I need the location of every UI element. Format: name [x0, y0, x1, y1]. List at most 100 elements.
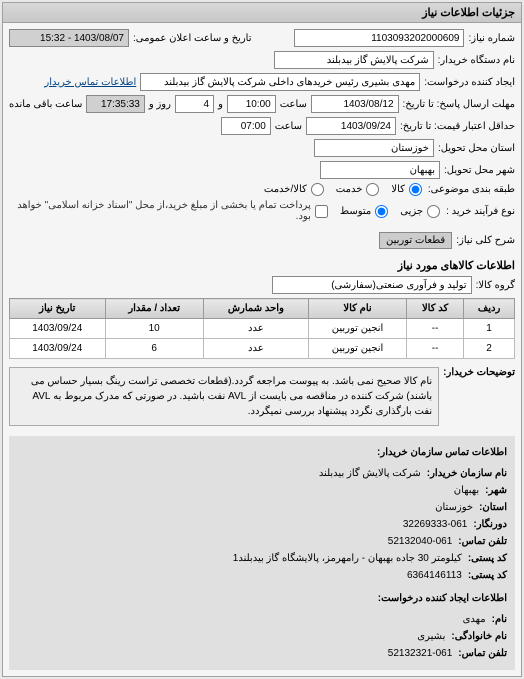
buyer-org-label: نام دستگاه خریدار: [438, 55, 515, 66]
cell-qty: 6 [105, 339, 203, 359]
cat-goods-service-radio[interactable] [311, 183, 324, 196]
cell-name: انجین توربین [309, 339, 407, 359]
requester-label: ایجاد کننده درخواست: [424, 77, 515, 88]
contact-link[interactable]: اطلاعات تماس خریدار [44, 77, 136, 88]
c-city: بهبهان [454, 482, 479, 499]
c-name-label: نام: [492, 611, 507, 628]
c-org-label: نام سازمان خریدار: [427, 465, 507, 482]
category-radio-group: کالا خدمت کالا/خدمت [264, 183, 424, 196]
cell-qty: 10 [105, 319, 203, 339]
reply-deadline-label: مهلت ارسال پاسخ: تا تاریخ: [403, 99, 515, 110]
table-row: 1 -- انجین توربین عدد 10 1403/09/24 [10, 319, 515, 339]
requester-field: مهدی بشیری رئیس خریدهای داخلی شرکت پالای… [140, 73, 420, 91]
general-desc-label: شرح کلی نیاز: [456, 235, 515, 246]
proc-medium-radio[interactable] [375, 205, 388, 218]
items-table: ردیف کد کالا نام کالا واحد شمارش تعداد /… [9, 298, 515, 359]
city-label: شهر محل تحویل: [444, 165, 515, 176]
proc-note-checkbox[interactable] [315, 205, 328, 218]
proc-medium-option[interactable]: متوسط [340, 205, 390, 218]
c-fax-label: دورنگار: [473, 516, 507, 533]
c-tel-label: تلفن تماس: [458, 645, 507, 662]
c-fax: 32269333-061 [403, 516, 468, 533]
validity-time-field: 07:00 [221, 117, 271, 135]
th-name: نام کالا [309, 299, 407, 319]
table-row: 2 -- انجین توربین عدد 6 1403/09/24 [10, 339, 515, 359]
c-name: مهدی [463, 611, 486, 628]
contact-section: اطلاعات تماس سازمان خریدار: نام سازمان خ… [9, 436, 515, 670]
c-surname-label: نام خانوادگی: [451, 628, 507, 645]
buyer-desc-label: توضیحات خریدار: [443, 367, 515, 378]
c-phone-label: تلفن تماس: [458, 533, 507, 550]
cell-unit: عدد [203, 319, 308, 339]
time-label-2: ساعت [275, 121, 302, 132]
process-radio-group: جزیی متوسط پرداخت تمام یا بخشی از مبلغ خ… [9, 200, 442, 222]
announce-label: تاریخ و ساعت اعلان عمومی: [133, 33, 252, 44]
cat-goods-service-option[interactable]: کالا/خدمت [264, 183, 326, 196]
cell-code: -- [407, 339, 464, 359]
cat-service-option[interactable]: خدمت [336, 183, 382, 196]
reply-date-field: 1403/08/12 [311, 95, 399, 113]
c-postal: کیلومتر 30 جاده بهبهان - رامهرمز، پالایش… [233, 550, 462, 567]
cell-unit: عدد [203, 339, 308, 359]
process-label: نوع فرآیند خرید : [446, 206, 515, 217]
remaining-label: ساعت باقی مانده [9, 99, 82, 110]
c-surname: بشیری [417, 628, 445, 645]
panel-body: شماره نیاز: 1103093202000609 تاریخ و ساع… [3, 23, 521, 676]
items-header: اطلاعات کالاهای مورد نیاز [9, 259, 515, 272]
c-org: شرکت پالایش گاز بیدبلند [319, 465, 421, 482]
time-label-1: ساعت [280, 99, 307, 110]
province-field: خوزستان [314, 139, 434, 157]
th-unit: واحد شمارش [203, 299, 308, 319]
city-field: بهبهان [320, 161, 440, 179]
cell-code: -- [407, 319, 464, 339]
general-desc-box: قطعات توربین [379, 232, 452, 249]
c-phone: 52132040-061 [388, 533, 453, 550]
validity-date-field: 1403/09/24 [306, 117, 396, 135]
contact-header-1: اطلاعات تماس سازمان خریدار: [17, 444, 507, 461]
cell-date: 1403/09/24 [10, 339, 106, 359]
cat-service-radio[interactable] [366, 183, 379, 196]
cell-row: 2 [464, 339, 515, 359]
cat-service-label: خدمت [336, 184, 363, 195]
cat-goods-option[interactable]: کالا [391, 183, 424, 196]
cell-date: 1403/09/24 [10, 319, 106, 339]
proc-medium-label: متوسط [340, 206, 371, 217]
c-province-label: استان: [479, 499, 507, 516]
need-no-field: 1103093202000609 [294, 29, 464, 47]
th-row: ردیف [464, 299, 515, 319]
group-label: گروه کالا: [476, 280, 515, 291]
reply-time-field: 10:00 [227, 95, 276, 113]
validity-label: حداقل اعتبار قیمت: تا تاریخ: [400, 121, 515, 132]
proc-note-text: پرداخت تمام یا بخشی از مبلغ خرید،از محل … [9, 200, 311, 222]
remaining-time-field: 17:35:33 [86, 95, 144, 113]
c-province: خوزستان [435, 499, 473, 516]
table-header-row: ردیف کد کالا نام کالا واحد شمارش تعداد /… [10, 299, 515, 319]
proc-note-option: پرداخت تمام یا بخشی از مبلغ خرید،از محل … [9, 200, 330, 222]
panel-title: جزئیات اطلاعات نیاز [3, 3, 521, 23]
proc-small-option[interactable]: جزیی [400, 205, 442, 218]
need-no-label: شماره نیاز: [468, 33, 515, 44]
th-qty: تعداد / مقدار [105, 299, 203, 319]
announce-field: 1403/08/07 - 15:32 [9, 29, 129, 47]
cat-goods-service-label: کالا/خدمت [264, 184, 307, 195]
cat-goods-radio[interactable] [409, 183, 422, 196]
days-suffix-label: روز و [149, 99, 171, 110]
buyer-org-field: شرکت پالایش گاز بیدبلند [274, 51, 434, 69]
province-label: استان محل تحویل: [438, 143, 515, 154]
proc-small-label: جزیی [400, 206, 423, 217]
c-city-label: شهر: [485, 482, 507, 499]
days-and-label: و [218, 99, 223, 110]
days-field: 4 [175, 95, 214, 113]
category-label: طبقه بندی موضوعی: [428, 184, 515, 195]
proc-small-radio[interactable] [427, 205, 440, 218]
th-code: کد کالا [407, 299, 464, 319]
cell-row: 1 [464, 319, 515, 339]
th-date: تاریخ نیاز [10, 299, 106, 319]
contact-header-2: اطلاعات ایجاد کننده درخواست: [17, 590, 507, 607]
c-tel: 52132321-061 [388, 645, 453, 662]
cell-name: انجین توربین [309, 319, 407, 339]
buyer-desc-box: نام کالا صحیح نمی باشد. به پیوست مراجعه … [9, 367, 439, 426]
cat-goods-label: کالا [391, 184, 405, 195]
c-postal-label: کد پستی: [468, 550, 507, 567]
group-field: تولید و فرآوری صنعتی(سفارشی) [272, 276, 472, 294]
